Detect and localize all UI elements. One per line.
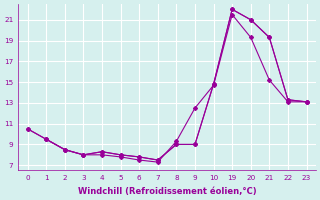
X-axis label: Windchill (Refroidissement éolien,°C): Windchill (Refroidissement éolien,°C) (78, 187, 256, 196)
